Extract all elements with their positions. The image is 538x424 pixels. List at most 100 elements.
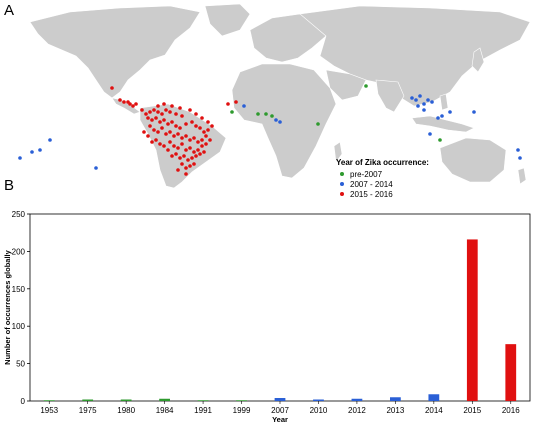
map-legend: Year of Zika occurrence: pre-2007 2007 -… [336,158,429,199]
occurrence-point-2015-2016 [152,128,156,132]
occurrence-point-2015-2016 [198,126,202,130]
occurrence-point-2015-2016 [192,162,196,166]
x-tick-label: 2012 [348,406,366,415]
y-tick-label: 0 [21,397,26,406]
land-north-america [29,5,201,99]
occurrence-point-2015-2016 [150,118,154,122]
legend-dot-red [340,192,344,196]
occurrence-point-2015-2016 [156,110,160,114]
bar-2015 [466,239,478,401]
y-tick-label: 200 [12,247,26,256]
occurrence-point-2007-2014 [18,156,22,160]
occurrence-point-2015-2016 [180,142,184,146]
occurrence-point-2007-2014 [414,98,418,102]
land-japan [471,47,485,73]
y-tick-label: 150 [12,285,26,294]
occurrence-point-2007-2014 [516,148,520,152]
occurrence-point-2007-2014 [422,108,426,112]
occurrence-point-2015-2016 [180,162,184,166]
x-tick-label: 1999 [233,406,251,415]
occurrence-point-2015-2016 [188,146,192,150]
occurrence-point-2015-2016 [164,108,168,112]
occurrence-point-2015-2016 [166,148,170,152]
land-central-america [111,97,141,115]
occurrence-point-2015-2016 [190,156,194,160]
occurrence-point-2015-2016 [172,144,176,148]
panel-b-label: B [4,177,15,194]
occurrence-point-2015-2016 [150,140,154,144]
x-tick-label: 2014 [425,406,443,415]
occurrence-point-2015-2016 [148,110,152,114]
x-tick-label: 2015 [463,406,481,415]
occurrence-point-2015-2016 [184,148,188,152]
occurrence-point-2015-2016 [184,122,188,126]
occurrence-point-2015-2016 [176,146,180,150]
bar-2016 [505,344,517,401]
occurrence-point-2015-2016 [172,134,176,138]
bar-1984 [159,398,170,401]
y-tick-label: 250 [12,210,26,219]
occurrence-point-2015-2016 [190,120,194,124]
x-tick-label: 2007 [271,406,289,415]
x-tick-label: 1984 [156,406,174,415]
bar-1980 [120,399,132,401]
bar-2012 [351,398,363,401]
occurrence-point-2007-2014 [278,120,282,124]
occurrence-point-2015-2016 [166,122,170,126]
y-tick-label: 50 [16,360,25,369]
occurrence-point-2015-2016 [174,112,178,116]
occurrence-point-2015-2016 [174,152,178,156]
occurrence-point-2015-2016 [180,114,184,118]
bar-2014 [428,394,440,401]
occurrence-point-2007-2014 [48,138,52,142]
legend-label: pre-2007 [350,169,383,179]
occurrence-point-2015-2016 [194,112,198,116]
occurrence-point-2015-2016 [168,110,172,114]
occurrence-point-pre-2007 [438,138,442,142]
occurrence-point-2007-2014 [422,102,426,106]
occurrence-point-2007-2014 [472,110,476,114]
occurrence-point-2015-2016 [184,166,188,170]
occurrence-point-2015-2016 [162,144,166,148]
bar-1999 [236,400,247,401]
occurrence-point-2007-2014 [448,110,452,114]
occurrence-point-2015-2016 [118,98,122,102]
occurrence-point-2007-2014 [274,118,278,122]
occurrence-point-2007-2014 [38,148,42,152]
x-axis-title: Year [272,415,288,424]
occurrence-point-2015-2016 [168,130,172,134]
occurrence-point-2015-2016 [158,142,162,146]
x-tick-label: 2016 [502,406,520,415]
occurrence-point-2015-2016 [202,150,206,154]
occurrence-point-2015-2016 [182,154,186,158]
occurrence-point-2007-2014 [410,96,414,100]
occurrence-point-2015-2016 [170,104,174,108]
occurrence-point-2015-2016 [178,106,182,110]
occurrence-point-2015-2016 [210,124,214,128]
occurrence-point-2015-2016 [202,130,206,134]
occurrence-point-2015-2016 [152,108,156,112]
occurrence-point-2015-2016 [196,140,200,144]
occurrence-point-2015-2016 [154,116,158,120]
land-indonesia [411,115,475,133]
occurrence-point-2015-2016 [188,164,192,168]
occurrence-point-2015-2016 [168,140,172,144]
occurrence-point-2015-2016 [156,104,160,108]
bar-2010 [313,399,324,401]
land-philippines [439,93,449,111]
occurrence-point-pre-2007 [256,112,260,116]
occurrence-point-2015-2016 [226,102,230,106]
occurrence-point-2015-2016 [184,134,188,138]
x-tick-label: 2010 [310,406,328,415]
occurrence-point-2015-2016 [176,132,180,136]
legend-dot-blue [340,182,344,186]
occurrence-point-2007-2014 [440,114,444,118]
legend-label: 2015 - 2016 [350,189,393,199]
land-europe [249,13,327,63]
x-tick-label: 2013 [386,406,404,415]
occurrence-point-2015-2016 [188,108,192,112]
occurrence-point-2015-2016 [164,132,168,136]
x-tick-label: 1953 [40,406,58,415]
occurrence-point-2007-2014 [518,156,522,160]
occurrence-point-2015-2016 [148,124,152,128]
